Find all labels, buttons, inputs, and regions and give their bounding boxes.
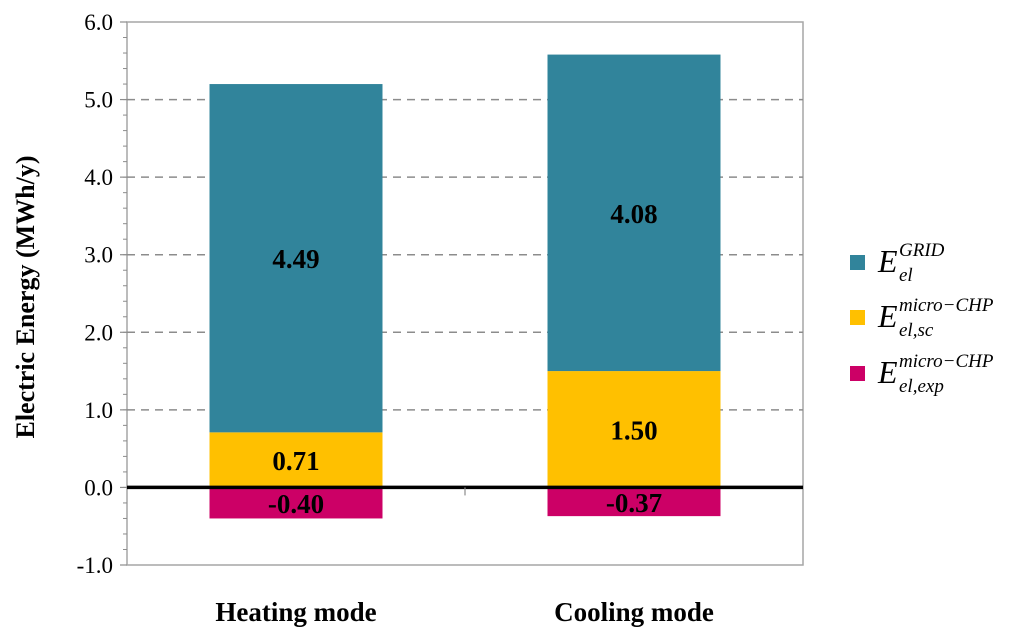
plot-area	[126, 21, 804, 566]
y-tick-label: 3.0	[84, 243, 113, 268]
bar-segment	[209, 487, 383, 519]
legend-superscript: micro−CHP	[899, 351, 994, 372]
y-tick-label: 5.0	[84, 88, 113, 113]
y-axis-label: Electric Energy (MWh/y)	[11, 155, 40, 438]
y-tick-label: 0.0	[84, 475, 113, 500]
y-tick-label: 6.0	[84, 10, 113, 35]
legend-superscript: GRID	[899, 240, 945, 261]
data-label: 0.71	[272, 446, 319, 476]
y-tick-label: -1.0	[77, 553, 113, 578]
bar-segment	[547, 54, 721, 372]
data-labels: 0.71 4.49 -0.40 1.50 4.08 -0.37	[268, 199, 662, 519]
legend-symbol: E	[877, 354, 898, 390]
legend-item: E GRID el	[850, 240, 945, 286]
legend-superscript: micro−CHP	[899, 295, 994, 316]
legend-subscript: el	[899, 265, 913, 286]
legend-subscript: el,sc	[899, 320, 934, 341]
legend-swatch	[850, 255, 865, 270]
y-tick-label: 2.0	[84, 320, 113, 345]
legend-swatch	[850, 310, 865, 325]
plot-border	[126, 21, 804, 566]
bars	[209, 54, 721, 519]
legend-swatch	[850, 366, 865, 381]
data-label: -0.37	[606, 488, 662, 518]
y-tick-label: 1.0	[84, 398, 113, 423]
legend-subscript: el,exp	[899, 376, 944, 397]
bar-segment	[547, 371, 721, 488]
data-label: 4.49	[272, 244, 319, 274]
data-label: 1.50	[610, 415, 657, 445]
bar-segment	[547, 487, 721, 517]
x-axis-ticks: Heating mode Cooling mode	[215, 487, 714, 627]
x-tick-label: Heating mode	[215, 597, 376, 627]
x-tick-label: Cooling mode	[554, 597, 714, 627]
data-label: -0.40	[268, 489, 324, 519]
legend-symbol: E	[877, 298, 898, 334]
bar-segment	[209, 432, 383, 488]
data-label: 4.08	[610, 199, 657, 229]
legend-symbol: E	[877, 243, 898, 279]
bar-segment	[209, 84, 383, 433]
y-tick-label: 4.0	[84, 165, 113, 190]
y-axis-ticks: -1.0 0.0 1.0 2.0 3.0 4.0 5.0 6.0	[77, 10, 127, 578]
